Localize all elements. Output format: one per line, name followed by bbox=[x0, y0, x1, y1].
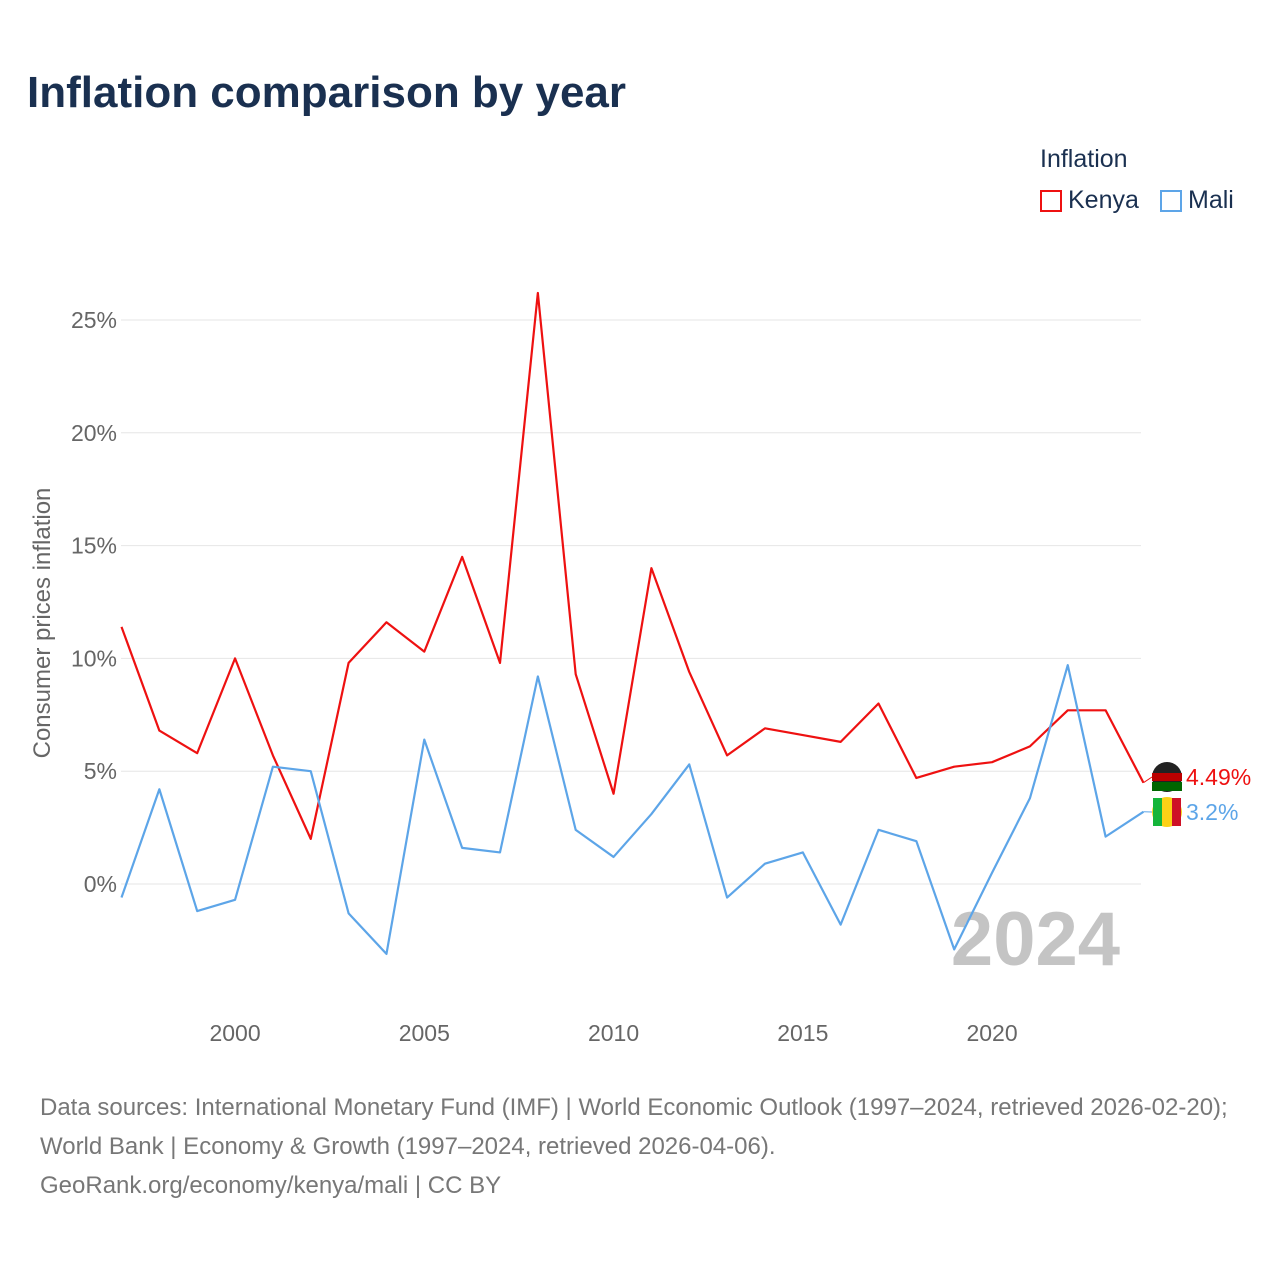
x-tick-label: 2000 bbox=[209, 1020, 260, 1046]
legend-swatch bbox=[1040, 189, 1062, 212]
y-tick-label: 20% bbox=[71, 420, 117, 446]
y-tick-label: 15% bbox=[71, 533, 117, 559]
x-tick-label: 2015 bbox=[777, 1020, 828, 1046]
x-tick-label: 2020 bbox=[966, 1020, 1017, 1046]
footer: Data sources: International Monetary Fun… bbox=[40, 1088, 1250, 1205]
end-value-label: 4.49% bbox=[1186, 764, 1251, 790]
legend-title: Inflation bbox=[1040, 145, 1128, 173]
legend-item-kenya[interactable]: Kenya bbox=[1040, 186, 1139, 215]
x-tick-label: 2010 bbox=[588, 1020, 639, 1046]
credit-link[interactable]: GeoRank.org/economy/kenya/mali | CC BY bbox=[40, 1172, 502, 1199]
y-tick-label: 10% bbox=[71, 645, 117, 671]
data-sources: Data sources: International Monetary Fun… bbox=[40, 1094, 1228, 1160]
y-tick-label: 0% bbox=[84, 871, 117, 897]
y-tick-label: 5% bbox=[84, 758, 117, 784]
legend-label: Kenya bbox=[1068, 186, 1139, 214]
flag-stripe bbox=[1153, 798, 1162, 826]
flag-stripe bbox=[1172, 798, 1181, 826]
legend-item-mali[interactable]: Mali bbox=[1160, 186, 1234, 215]
series-line-mali bbox=[120, 664, 1145, 956]
end-value-label: 3.2% bbox=[1186, 799, 1238, 825]
year-watermark: 2024 bbox=[951, 897, 1120, 982]
series-line-kenya bbox=[120, 291, 1145, 840]
y-axis-label: Consumer prices inflation bbox=[29, 488, 56, 759]
plot-area: Consumer prices inflation 2024 0% 5% 10% 15… bbox=[29, 291, 1251, 1046]
x-tick-label: 2005 bbox=[399, 1020, 450, 1046]
flag-stripe bbox=[1152, 782, 1182, 791]
chart-title: Inflation comparison by year bbox=[27, 68, 627, 117]
end-connector bbox=[1143, 776, 1153, 784]
legend-swatch bbox=[1160, 189, 1182, 212]
y-tick-label: 25% bbox=[71, 307, 117, 333]
flag-stripe bbox=[1152, 773, 1182, 781]
legend-label: Mali bbox=[1188, 186, 1234, 214]
